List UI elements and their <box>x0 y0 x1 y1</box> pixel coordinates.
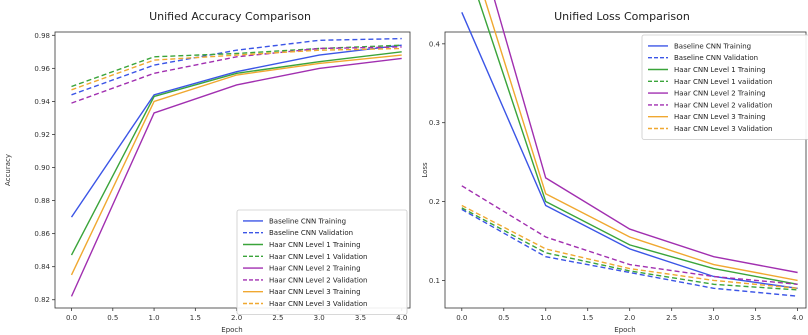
loss-x-tick-label: 0.0 <box>456 314 467 322</box>
loss-series-line <box>493 0 798 274</box>
accuracy-series-line <box>70 51 402 256</box>
accuracy-legend-label: Haar CNN Level 1 Training <box>269 241 361 249</box>
accuracy-x-axis-label: Epoch <box>221 326 242 334</box>
accuracy-series-line <box>70 57 402 297</box>
accuracy-plot-frame <box>54 31 411 309</box>
loss-x-tick-label: 4.0 <box>792 314 803 322</box>
loss-legend-label: Haar CNN Level 1 Training <box>674 66 766 74</box>
loss-legend-label: Haar CNN Level 2 validation <box>674 101 772 109</box>
loss-series-line <box>461 185 798 285</box>
loss-series-line <box>477 0 798 285</box>
accuracy-legend-label: Haar CNN Level 2 Training <box>269 265 361 273</box>
accuracy-y-tick-label: 0.92 <box>34 131 50 139</box>
loss-legend-label: Haar CNN Level 3 Training <box>674 113 766 121</box>
loss-series-line <box>461 208 798 297</box>
loss-chart-title: Unified Loss Comparison <box>554 10 690 23</box>
loss-x-tick-label: 3.0 <box>708 314 719 322</box>
loss-x-axis-label: Epoch <box>614 326 635 334</box>
accuracy-y-tick-label: 0.82 <box>34 296 50 304</box>
loss-series-line <box>484 0 798 282</box>
loss-y-tick-label: 0.4 <box>429 40 441 48</box>
loss-y-tick-label: 0.3 <box>429 119 440 127</box>
loss-series-line <box>461 12 798 289</box>
loss-x-tick-label: 2.5 <box>666 314 677 322</box>
accuracy-x-tick-label: 0.0 <box>66 314 77 322</box>
accuracy-legend-label: Haar CNN Level 3 Validation <box>269 300 367 308</box>
accuracy-series-line <box>70 54 402 276</box>
accuracy-legend-label: Baseline CNN Validation <box>269 229 353 237</box>
loss-chart: Unified Loss Comparison Epoch Loss 0.0 0.… <box>421 0 808 334</box>
accuracy-y-tick-label: 0.84 <box>34 263 50 271</box>
loss-series-line <box>461 204 798 289</box>
accuracy-legend-label: Baseline CNN Training <box>269 217 346 225</box>
accuracy-series-line <box>71 46 402 104</box>
loss-series <box>461 0 798 297</box>
accuracy-chart-title: Unified Accuracy Comparison <box>149 10 311 23</box>
loss-y-tick-label: 0.2 <box>429 198 440 206</box>
accuracy-chart: Unified Accuracy Comparison Epoch Accura… <box>4 10 411 334</box>
accuracy-y-tick-label: 0.86 <box>34 230 50 238</box>
accuracy-x-tick-label: 1.0 <box>148 314 159 322</box>
accuracy-x-tick-label: 1.5 <box>190 314 201 322</box>
accuracy-x-tick-label: 0.5 <box>107 314 118 322</box>
loss-legend: Baseline CNN Training Baseline CNN Valida… <box>641 34 808 140</box>
accuracy-series-line <box>71 37 402 96</box>
loss-legend-label: Haar CNN Level 3 Validation <box>674 125 772 133</box>
loss-legend-label: Haar CNN Level 2 Training <box>674 90 766 98</box>
accuracy-series-line <box>70 44 402 218</box>
loss-x-tick-label: 1.5 <box>582 314 593 322</box>
accuracy-y-tick-label: 0.96 <box>34 65 50 73</box>
accuracy-legend-box <box>236 209 408 315</box>
loss-legend-box <box>641 34 808 140</box>
loss-plot-frame <box>444 31 807 309</box>
accuracy-y-tick-label: 0.94 <box>34 98 50 106</box>
loss-legend-label: Baseline CNN Validation <box>674 54 758 62</box>
accuracy-series-line <box>71 47 402 91</box>
accuracy-x-tick-label: 2.0 <box>231 314 242 322</box>
loss-x-tick-label: 3.5 <box>750 314 761 322</box>
accuracy-series <box>70 37 402 297</box>
accuracy-x-tick-label: 2.5 <box>272 314 283 322</box>
accuracy-legend-label: Haar CNN Level 3 Training <box>269 288 361 296</box>
loss-y-tick-label: 0.1 <box>429 277 440 285</box>
loss-ticks: 0.0 0.5 1.0 1.5 2.0 2.5 3.0 3.5 4.0 0.1 0.2 0.3 0.4 <box>429 40 803 322</box>
accuracy-x-tick-label: 3.0 <box>314 314 325 322</box>
accuracy-legend-label: Haar CNN Level 2 Validation <box>269 276 367 284</box>
loss-legend-label: Haar CNN Level 1 vaiidation <box>674 78 772 86</box>
accuracy-legend: Baseline CNN Training Baseline CNN Valida… <box>236 209 408 315</box>
loss-legend-label: Baseline CNN Training <box>674 42 751 50</box>
loss-x-tick-label: 0.5 <box>498 314 509 322</box>
loss-x-tick-label: 2.0 <box>624 314 635 322</box>
accuracy-y-tick-label: 0.90 <box>34 164 50 172</box>
accuracy-x-tick-label: 3.5 <box>355 314 366 322</box>
accuracy-legend-label: Haar CNN Level 1 Validation <box>269 253 367 261</box>
loss-x-tick-label: 1.0 <box>540 314 551 322</box>
accuracy-y-axis-label: Accuracy <box>4 154 12 186</box>
accuracy-x-tick-label: 4.0 <box>396 314 407 322</box>
loss-y-axis-label: Loss <box>421 162 429 178</box>
accuracy-y-tick-label: 0.88 <box>34 197 50 205</box>
accuracy-y-tick-label: 0.98 <box>34 32 50 40</box>
